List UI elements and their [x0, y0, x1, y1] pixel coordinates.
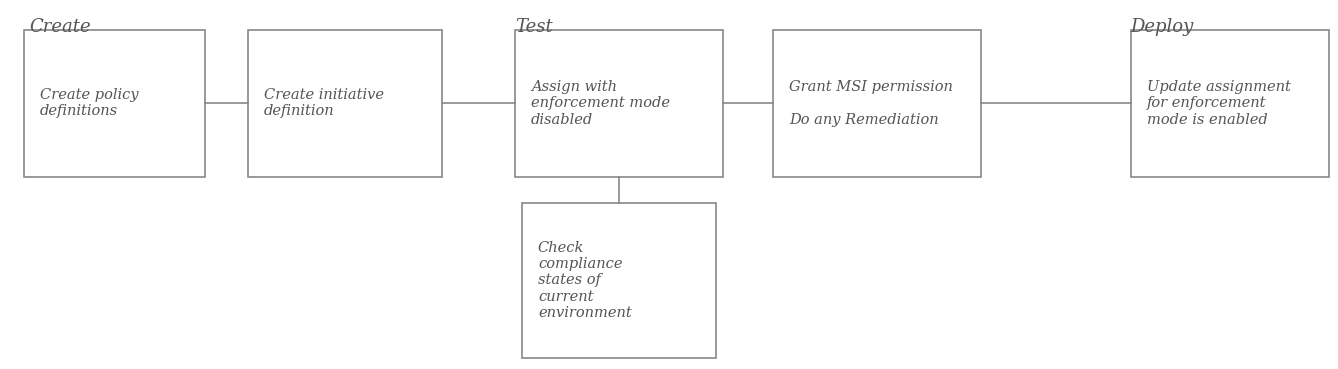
Text: Test: Test: [515, 18, 553, 37]
Text: Grant MSI permission

Do any Remediation: Grant MSI permission Do any Remediation: [789, 80, 953, 127]
FancyBboxPatch shape: [773, 30, 981, 177]
FancyBboxPatch shape: [522, 203, 716, 358]
Text: Create policy
definitions: Create policy definitions: [40, 88, 139, 118]
Text: Create: Create: [29, 18, 91, 37]
FancyBboxPatch shape: [515, 30, 723, 177]
FancyBboxPatch shape: [24, 30, 205, 177]
Text: Assign with
enforcement mode
disabled: Assign with enforcement mode disabled: [531, 80, 670, 127]
Text: Deploy: Deploy: [1131, 18, 1193, 37]
FancyBboxPatch shape: [248, 30, 442, 177]
Text: Create initiative
definition: Create initiative definition: [264, 88, 384, 118]
FancyBboxPatch shape: [1131, 30, 1329, 177]
Text: Check
compliance
states of
current
environment: Check compliance states of current envir…: [538, 241, 632, 320]
Text: Update assignment
for enforcement
mode is enabled: Update assignment for enforcement mode i…: [1147, 80, 1291, 127]
